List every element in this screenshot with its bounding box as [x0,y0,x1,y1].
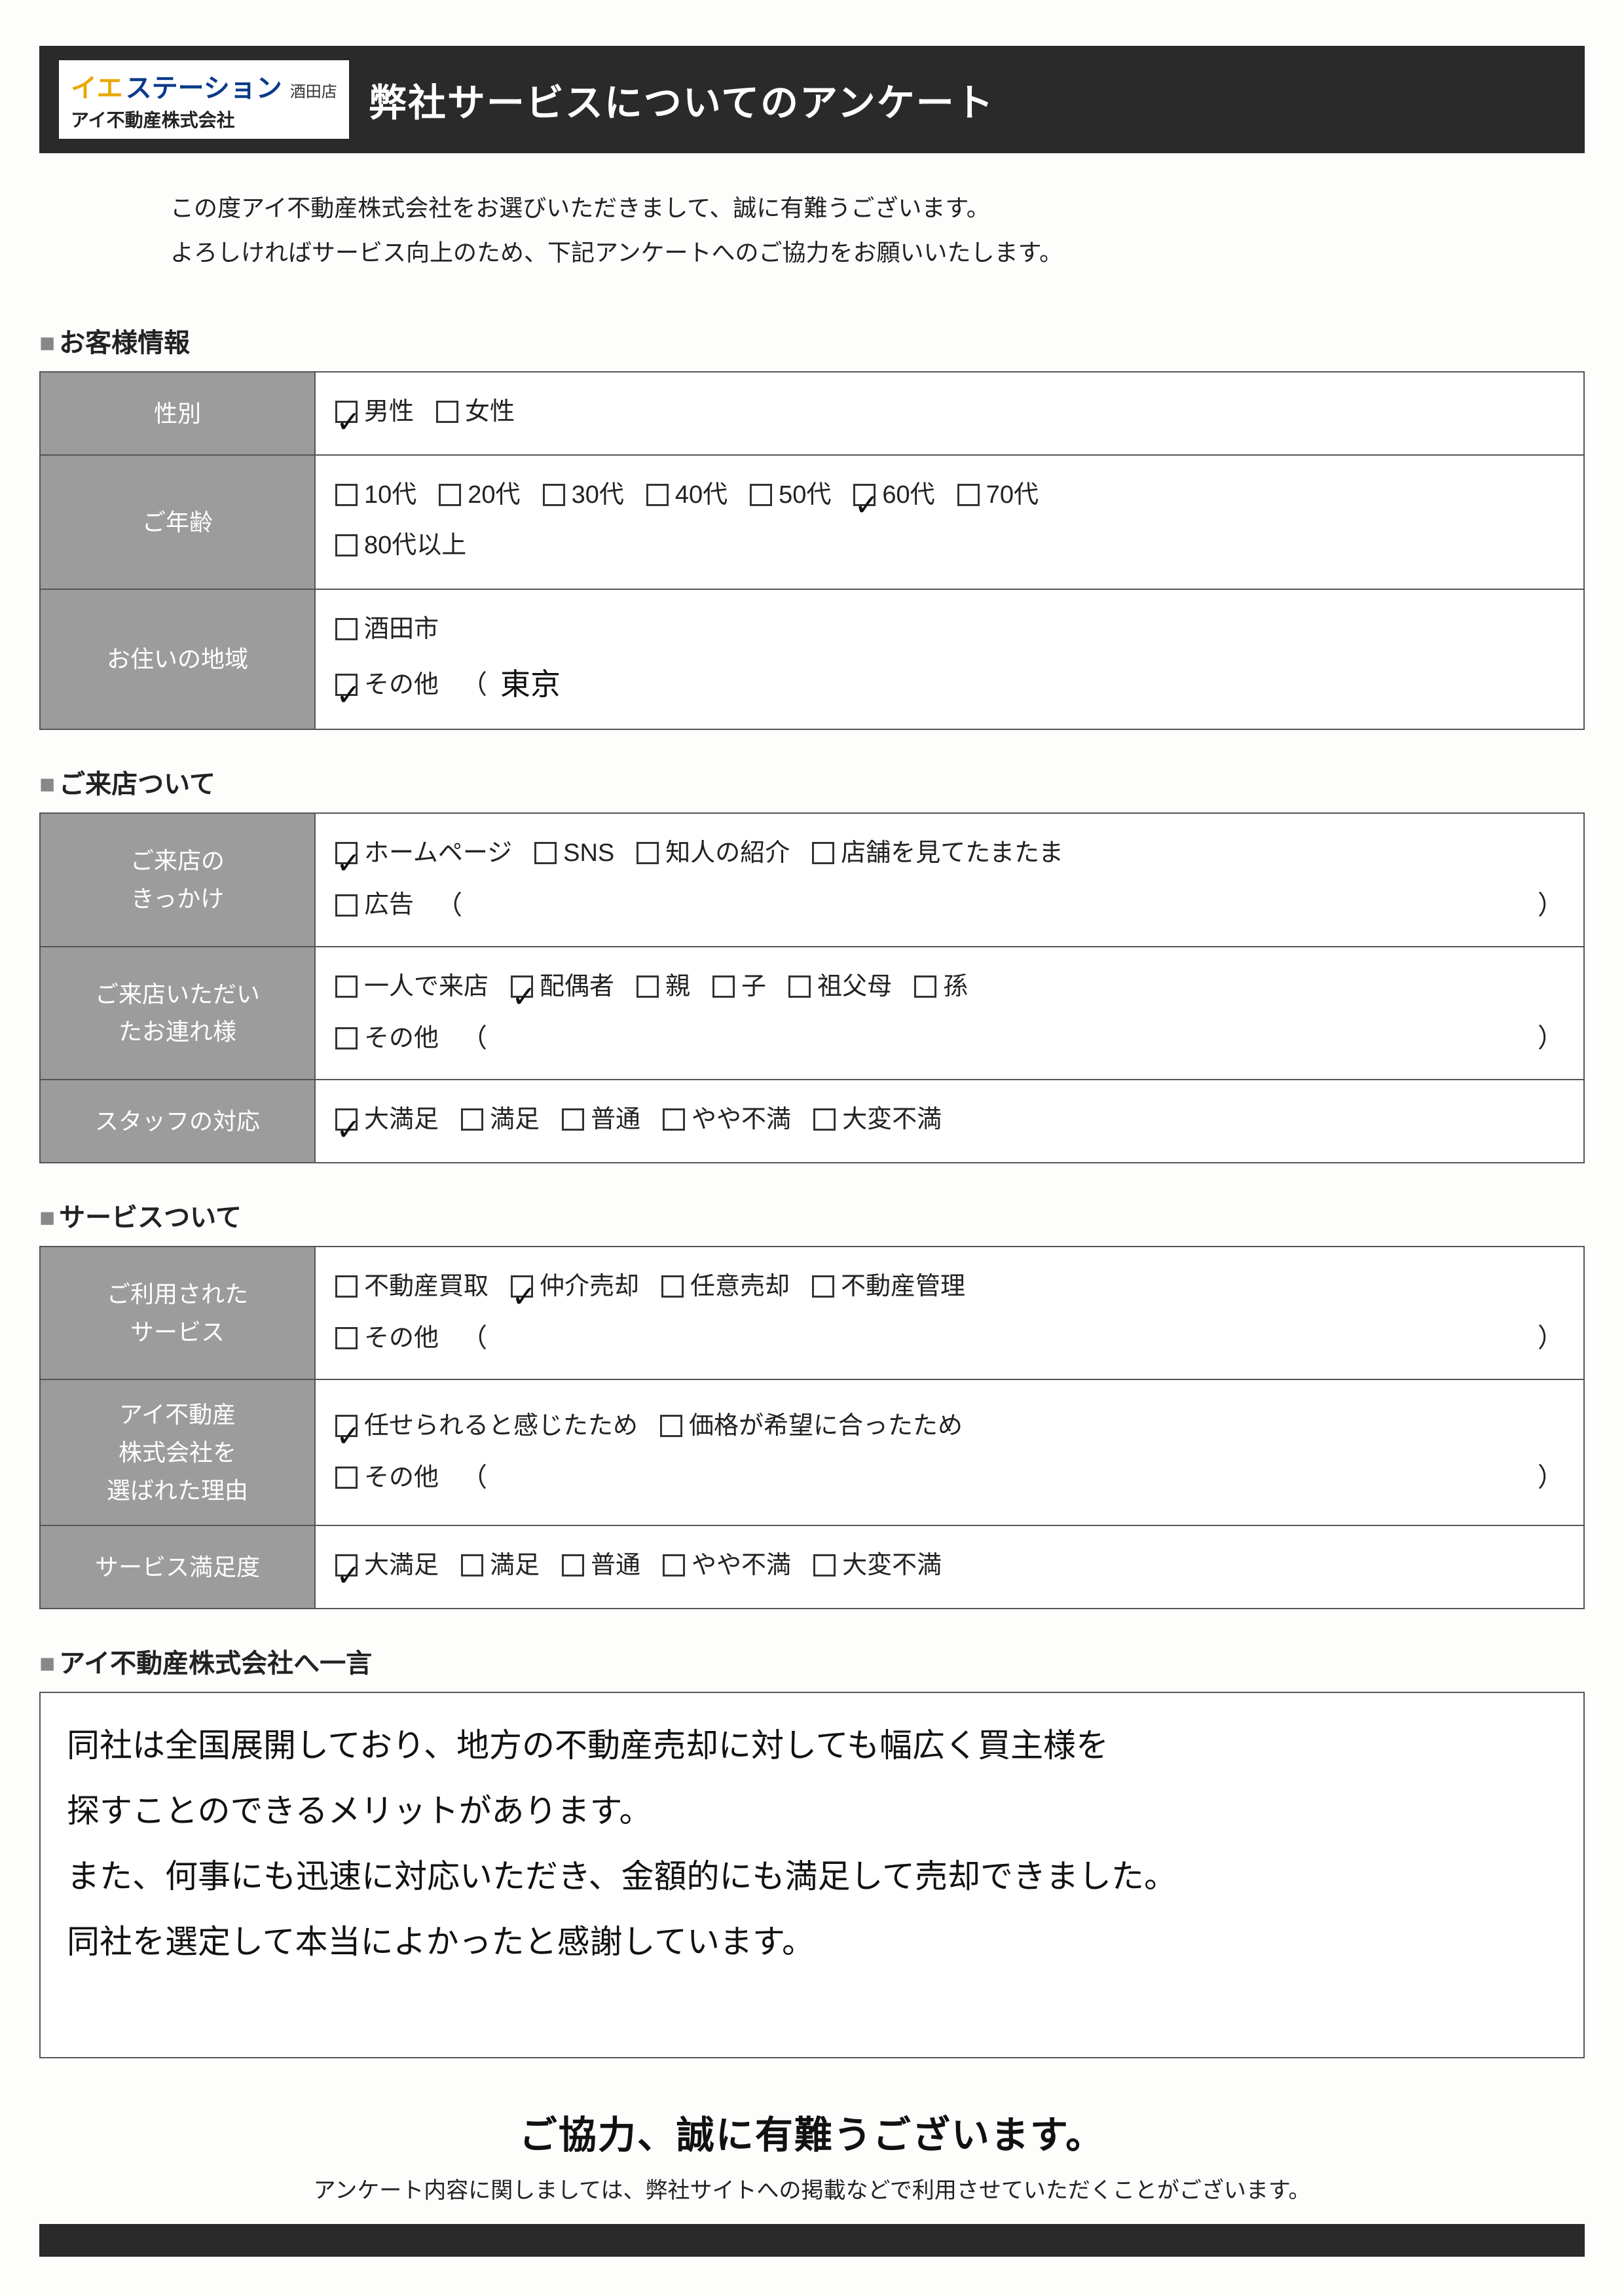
label-staff: スタッフの対応 [40,1080,315,1163]
checkbox-option[interactable]: 満足 [461,1542,540,1589]
value-region: 酒田市 その他 （ 東京 [315,589,1584,730]
checkbox-option[interactable]: 任意売却 [661,1263,790,1310]
freeform-line3: また、何事にも迅速に対応いただき、金額的にも満足して売却できました。 [67,1844,1557,1909]
checkbox-option[interactable]: 大満足 [335,1096,439,1143]
checkbox-option[interactable]: 50代 [750,471,831,519]
freeform-line1: 同社は全国展開しており、地方の不動産売却に対しても幅広く買主様を [67,1713,1557,1778]
label-used: ご利用されたサービス [40,1247,315,1379]
checkbox-option[interactable]: 孫 [914,963,968,1010]
checkbox-option[interactable]: 親 [637,963,690,1010]
page-title: 弊社サービスについてのアンケート [369,72,995,127]
checkbox-option[interactable]: 子 [712,963,766,1010]
section-customer: ■お客様情報 [39,321,1585,359]
header-band: イエステーション 酒田店 アイ不動産株式会社 弊社サービスについてのアンケート [39,46,1585,153]
checkbox-option[interactable]: SNS [534,829,614,877]
value-used: 不動産買取仲介売却任意売却不動産管理 その他 （） [315,1247,1584,1379]
checkbox-option[interactable]: 40代 [646,471,728,519]
checkbox-option[interactable]: 知人の紹介 [637,829,790,877]
checkbox-option[interactable]: 20代 [439,471,520,519]
checkbox-option[interactable]: 店舗を見てたまたま [812,829,1063,877]
section-service: ■サービスついて [39,1196,1585,1234]
intro-text: この度アイ不動産株式会社をお選びいただきまして、誠に有難うございます。 よろしけ… [170,186,1585,276]
checkbox-option[interactable]: 30代 [543,471,624,519]
checkbox-option[interactable]: 仲介売却 [511,1263,639,1310]
checkbox-option[interactable]: 70代 [957,471,1039,519]
footer-band [39,2224,1585,2257]
checkbox-option[interactable]: ホームページ [335,829,512,877]
value-companion: 一人で来店配偶者親子祖父母孫 その他 （） [315,947,1584,1080]
table-customer: 性別 男性女性 ご年齢 10代 20代 30代 40代 50代 60代 70代 80代以上 お… [39,371,1585,731]
chk-used-other[interactable]: その他 [335,1315,439,1362]
section-message: ■アイ不動産株式会社へ一言 [39,1642,1585,1680]
checkbox-option[interactable]: 大変不満 [813,1542,942,1589]
freeform-line4: 同社を選定して本当によかったと感謝しています。 [67,1909,1557,1975]
label-gender: 性別 [40,372,315,455]
value-reason: 任せられると感じたため価格が希望に合ったため その他 （） [315,1379,1584,1525]
checkbox-option[interactable]: 大変不満 [813,1096,942,1143]
checkbox-option[interactable]: 女性 [436,388,515,435]
checkbox-option[interactable]: 60代 [853,471,934,519]
checkbox-option[interactable]: 不動産管理 [812,1263,965,1310]
freeform-line2: 探すことのできるメリットがあります。 [67,1778,1557,1844]
label-trigger: ご来店のきっかけ [40,813,315,946]
value-staff: 大満足満足普通やや不満大変不満 [315,1080,1584,1163]
logo-company: アイ不動産株式会社 [71,106,337,132]
checkbox-option[interactable]: 大満足 [335,1542,439,1589]
freeform-box: 同社は全国展開しており、地方の不動産売却に対しても幅広く買主様を 探すことのでき… [39,1692,1585,2058]
checkbox-option[interactable]: やや不満 [663,1096,791,1143]
logo-suffix: ステーション [126,67,282,105]
value-age: 10代 20代 30代 40代 50代 60代 70代 80代以上 [315,455,1584,589]
checkbox-option[interactable]: 祖父母 [788,963,892,1010]
label-companion: ご来店いただいたお連れ様 [40,947,315,1080]
checkbox-option[interactable]: 10代 [335,471,416,519]
logo-branch: 酒田店 [290,79,337,101]
chk-companion-other[interactable]: その他 [335,1015,439,1062]
table-visit: ご来店のきっかけ ホームページSNS知人の紹介店舗を見てたまたま 広告 （） ご… [39,812,1585,1163]
chk-region-other[interactable]: その他 [335,661,439,708]
label-reason: アイ不動産株式会社を選ばれた理由 [40,1379,315,1525]
company-logo: イエステーション 酒田店 アイ不動産株式会社 [59,60,349,139]
checkbox-option[interactable]: 不動産買取 [335,1263,489,1310]
value-gender: 男性女性 [315,372,1584,455]
label-region: お住いの地域 [40,589,315,730]
checkbox-option[interactable]: 男性 [335,388,414,435]
region-other-written: 東京 [500,656,1564,713]
chk-sakata[interactable]: 酒田市 [335,606,439,653]
checkbox-option[interactable]: 80代以上 [335,522,466,569]
section-visit: ■ご来店ついて [39,763,1585,801]
checkbox-option[interactable]: 価格が希望に合ったため [660,1402,963,1449]
checkbox-option[interactable]: 普通 [562,1096,640,1143]
checkbox-option[interactable]: 一人で来店 [335,963,489,1010]
checkbox-option[interactable]: 満足 [461,1096,540,1143]
logo-prefix: イエ [71,67,123,105]
label-age: ご年齢 [40,455,315,589]
thanks-text: ご協力、誠に有難うございます。 [39,2104,1585,2159]
survey-page: イエステーション 酒田店 アイ不動産株式会社 弊社サービスについてのアンケート … [0,0,1624,2296]
value-satisfaction: 大満足満足普通やや不満大変不満 [315,1525,1584,1609]
checkbox-option[interactable]: 配偶者 [511,963,614,1010]
table-service: ご利用されたサービス 不動産買取仲介売却任意売却不動産管理 その他 （） アイ不… [39,1246,1585,1609]
footnote-text: アンケート内容に関しましては、弊社サイトへの掲載などで利用させていただくことがご… [39,2172,1585,2204]
intro-line1: この度アイ不動産株式会社をお選びいただきまして、誠に有難うございます。 [170,186,1585,230]
checkbox-option[interactable]: 普通 [562,1542,640,1589]
intro-line2: よろしければサービス向上のため、下記アンケートへのご協力をお願いいたします。 [170,230,1585,275]
label-satisfaction: サービス満足度 [40,1525,315,1609]
value-trigger: ホームページSNS知人の紹介店舗を見てたまたま 広告 （） [315,813,1584,946]
checkbox-option[interactable]: やや不満 [663,1542,791,1589]
checkbox-option[interactable]: 任せられると感じたため [335,1402,638,1449]
